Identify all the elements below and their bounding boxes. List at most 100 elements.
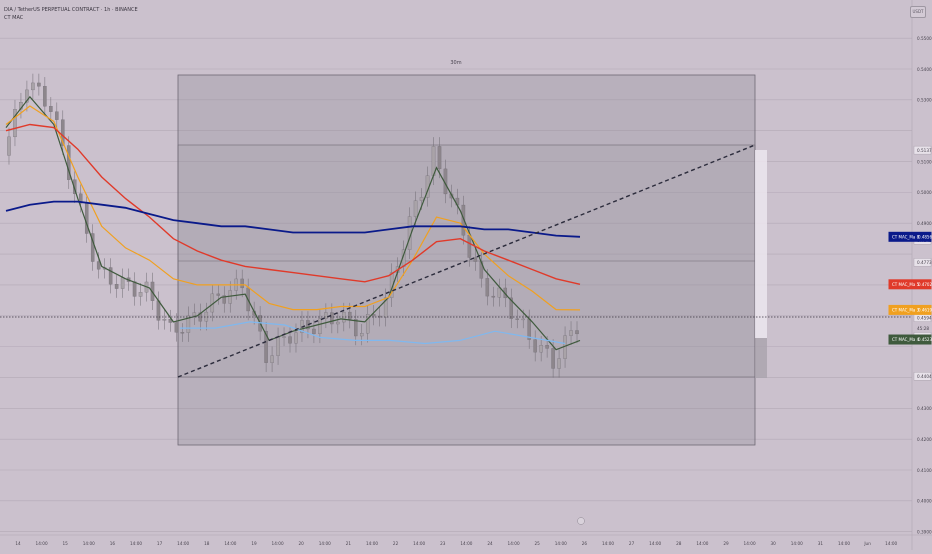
candle-body	[521, 318, 525, 321]
time-tick-label: 17	[157, 541, 163, 546]
candle-body	[569, 330, 573, 336]
time-tick-label: 16	[110, 541, 116, 546]
candle-body	[84, 203, 89, 234]
candle-body	[67, 145, 71, 180]
candle-body	[192, 312, 197, 316]
candle-body	[13, 109, 17, 138]
candle-body	[509, 297, 513, 319]
candle-body	[156, 300, 161, 321]
candle-body	[96, 261, 101, 270]
candle-body	[360, 333, 364, 337]
price-tick-label: 0.5000	[917, 190, 932, 195]
candle-body	[186, 315, 191, 333]
time-tick-label: 30	[771, 541, 777, 546]
candle-body	[55, 111, 59, 120]
time-tick-label: 14:00	[366, 541, 378, 546]
candle-body	[324, 312, 328, 319]
time-tick-label: 15	[63, 541, 69, 546]
time-tick-label: 14:00	[885, 541, 897, 546]
candle-body	[132, 281, 137, 297]
candle-body	[276, 336, 280, 356]
candle-body	[419, 197, 424, 201]
time-tick-label: 14:00	[602, 541, 614, 546]
ma-price-marker	[888, 334, 932, 345]
candle-body	[138, 292, 143, 297]
time-tick-label: 14:00	[319, 541, 331, 546]
ma-line	[5, 200, 581, 238]
time-tick-label: 14:00	[36, 541, 48, 546]
candle-body	[533, 339, 537, 353]
candle-body	[312, 328, 316, 334]
projection-bar-upper	[755, 150, 767, 338]
candle-body	[108, 267, 113, 285]
time-tick-label: 26	[582, 541, 588, 546]
candle-body	[318, 318, 322, 334]
time-tick-label: 18	[204, 541, 210, 546]
price-tick-label: 0.4594	[917, 315, 932, 320]
ma-lightblue-line	[180, 321, 566, 345]
candle-body	[73, 179, 77, 194]
candle-body	[383, 297, 388, 318]
candle-body	[114, 284, 119, 289]
symbol-title[interactable]: DIA / TetherUS PERPETUAL CONTRACT · 1h ·…	[4, 7, 138, 13]
candle-body	[491, 295, 496, 298]
time-tick-label: 14:00	[791, 541, 803, 546]
ma-marker-value: 0.4523	[918, 337, 932, 342]
price-tick-label: 0.4000	[917, 499, 932, 504]
candle-body	[336, 321, 340, 325]
price-axis-background	[912, 0, 932, 550]
candle-body	[437, 146, 442, 170]
time-tick-label: 25	[535, 541, 541, 546]
candle-body	[90, 233, 95, 262]
candle-body	[485, 278, 490, 297]
trendline	[177, 144, 756, 378]
candle-body	[31, 82, 35, 91]
time-tick-label: 14:00	[83, 541, 95, 546]
candle-body	[551, 348, 555, 369]
time-tick-label: 14:00	[272, 541, 284, 546]
time-tick-label: 31	[818, 541, 824, 546]
candle-body	[557, 358, 561, 369]
range-box-outer	[177, 74, 756, 446]
indicator-label[interactable]: CT MAC	[4, 15, 24, 21]
ma-marker-name: CT MAC_Ma 3	[892, 308, 920, 313]
time-tick-label: 29	[723, 541, 729, 546]
price-tick-label: 0.5300	[917, 98, 932, 103]
candle-body	[222, 295, 226, 304]
time-tick-label: 14:00	[838, 541, 850, 546]
time-marker-icon	[577, 517, 585, 525]
candle-body	[61, 119, 65, 146]
price-tick-label: 0.4773	[917, 260, 932, 265]
ma-marker-name: CT MAC_Ma 4	[892, 337, 920, 342]
candle-body	[162, 319, 167, 321]
price-tick-label: 0.3900	[917, 529, 932, 534]
box-label: 30m	[450, 60, 461, 66]
candle-body	[497, 287, 502, 298]
candle-body	[288, 336, 292, 344]
currency-badge[interactable]: USDT	[910, 6, 926, 18]
candle-body	[240, 278, 244, 289]
candle-body	[282, 336, 286, 338]
price-tick-label: 0.5500	[917, 36, 932, 41]
time-tick-label: 28	[676, 541, 682, 546]
candle-body	[330, 312, 334, 325]
candle-body	[515, 318, 519, 320]
candle-body	[43, 86, 47, 107]
time-tick-label: 14:00	[555, 541, 567, 546]
candle-body	[354, 318, 358, 337]
candle-body	[78, 193, 83, 204]
time-tick-label: 14:00	[460, 541, 472, 546]
time-tick-label: 20	[299, 541, 305, 546]
candle-body	[575, 330, 579, 335]
price-tag-box	[913, 258, 932, 267]
price-tick-label: 0.4900	[917, 221, 932, 226]
time-tick-label: 14	[15, 541, 21, 546]
price-tick-label: 0.4100	[917, 468, 932, 473]
time-tick-label: 14:00	[224, 541, 236, 546]
projection-bar-lower	[755, 338, 767, 378]
candle-body	[545, 345, 549, 349]
candle-body	[25, 89, 29, 103]
candle-body	[467, 235, 472, 258]
